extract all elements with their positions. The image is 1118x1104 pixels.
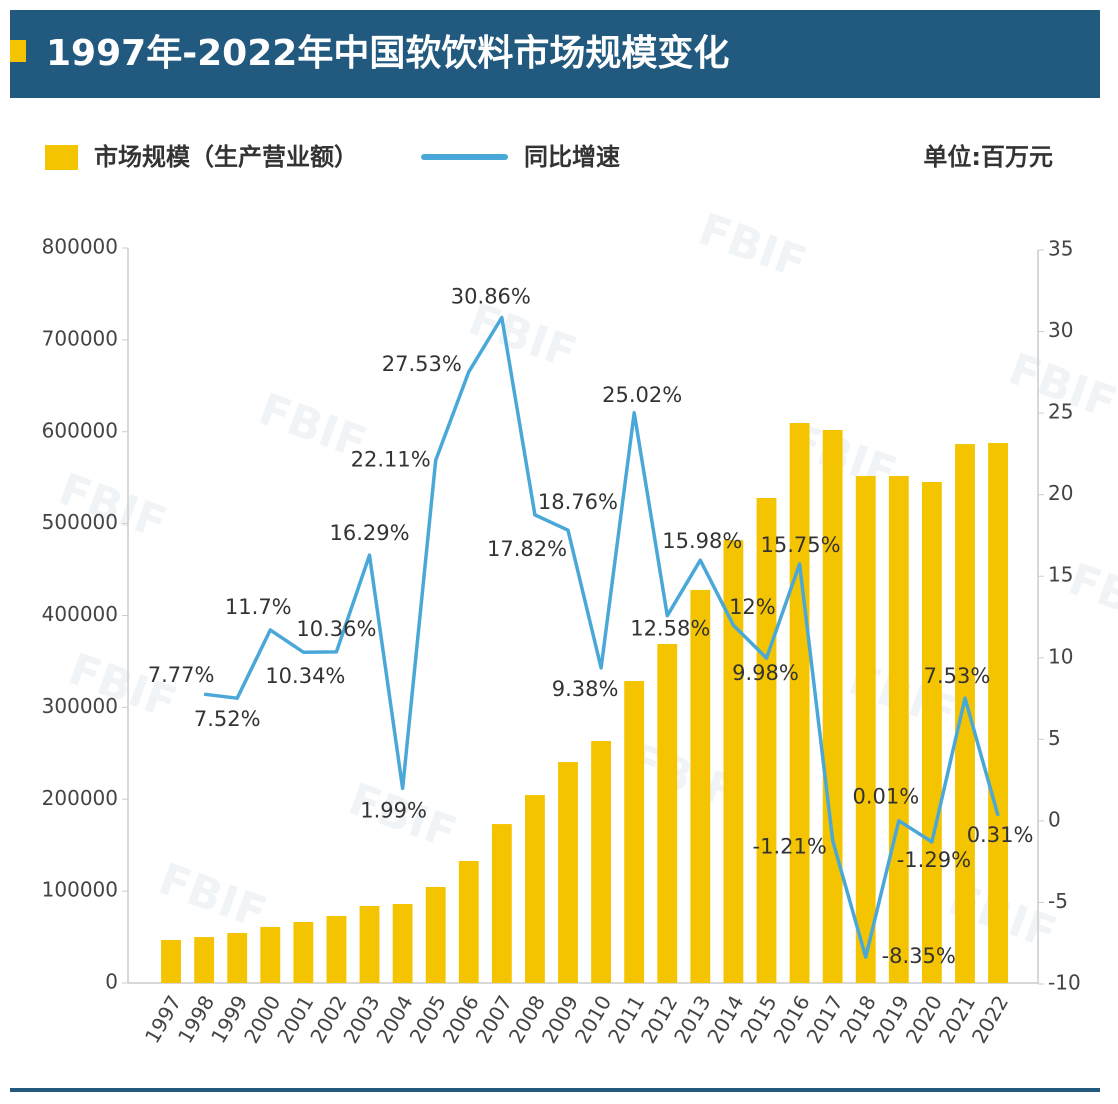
bar [392,903,413,983]
bar [822,430,843,983]
data-label: 17.82% [487,537,567,561]
data-label: 22.11% [351,447,431,471]
y2-tick-label: 0 [1048,807,1061,831]
data-label: 15.98% [662,529,742,553]
y2-tick-label: 25 [1048,400,1073,424]
data-label: 9.98% [732,661,799,685]
y2-tick-label: 35 [1048,237,1073,261]
bar [921,482,942,983]
bar [359,906,380,983]
y2-tick-label: 20 [1048,481,1073,505]
y2-tick-label: 10 [1048,644,1073,668]
data-label: 15.75% [761,533,841,557]
y2-tick-label: 30 [1048,318,1073,342]
bar [525,795,545,983]
y-tick-label: 700000 [42,326,118,350]
bar [491,824,512,983]
header-bar [10,10,1100,98]
data-label: 7.77% [148,663,215,687]
data-label: 9.38% [552,677,619,701]
data-label: 27.53% [382,352,462,376]
bar [988,442,1008,983]
y2-tick-label: -10 [1048,971,1081,995]
bar [591,741,612,983]
y-tick-label: 100000 [42,878,118,902]
watermark: FBIF [152,854,273,940]
legend-swatch-bar [45,145,78,170]
y-tick-label: 300000 [42,694,118,718]
legend-label: 同比增速 [524,143,620,171]
data-label: 1.99% [360,798,427,822]
chart-title: 1997年-2022年中国软饮料市场规模变化 [46,32,729,74]
bar [624,681,645,983]
bar [425,886,446,983]
data-label: 0.31% [967,823,1034,847]
data-label: 16.29% [329,521,409,545]
data-label: 12% [729,595,776,619]
header-accent [10,40,26,62]
data-label: 12.58% [630,617,710,641]
y-tick-label: 400000 [42,602,118,626]
data-label: -8.35% [882,944,956,968]
y-tick-label: 200000 [42,786,118,810]
bar [194,937,215,983]
y2-tick-label: 5 [1048,726,1061,750]
y-tick-label: 600000 [42,418,118,442]
bar [260,926,281,983]
bar [723,540,744,983]
data-label: 11.7% [225,595,292,619]
unit-label: 单位:百万元 [923,143,1053,171]
bar [227,933,248,983]
bar [756,497,777,983]
bar [657,643,678,983]
data-label: 25.02% [602,383,682,407]
data-label: 10.36% [296,617,376,641]
bar [326,916,347,983]
bar [855,476,876,983]
data-label: 7.52% [194,707,261,731]
y2-tick-label: 15 [1048,563,1073,587]
bar [161,940,181,983]
data-label: 30.86% [451,285,531,309]
data-label: 7.53% [924,664,991,688]
bar [888,476,909,983]
y-tick-label: 800000 [42,235,118,259]
watermark: FBIF [52,464,173,550]
data-label: 10.34% [265,664,345,688]
bar [293,921,314,983]
line [203,315,1000,959]
data-label: -1.21% [753,835,827,859]
bar [690,589,711,983]
footer-bar [10,1088,1100,1092]
bar [458,860,479,983]
data-label: -1.29% [897,848,971,872]
y-tick-label: 0 [105,970,118,994]
bar [955,444,975,983]
bar [789,423,810,984]
y-tick-label: 500000 [42,510,118,534]
data-label: 18.76% [538,490,618,514]
bar [558,762,578,983]
watermark: FBIF [692,204,813,290]
legend-label: 市场规模（生产营业额） [94,143,358,171]
y2-tick-label: -5 [1048,889,1068,913]
data-label: 0.01% [852,785,919,809]
